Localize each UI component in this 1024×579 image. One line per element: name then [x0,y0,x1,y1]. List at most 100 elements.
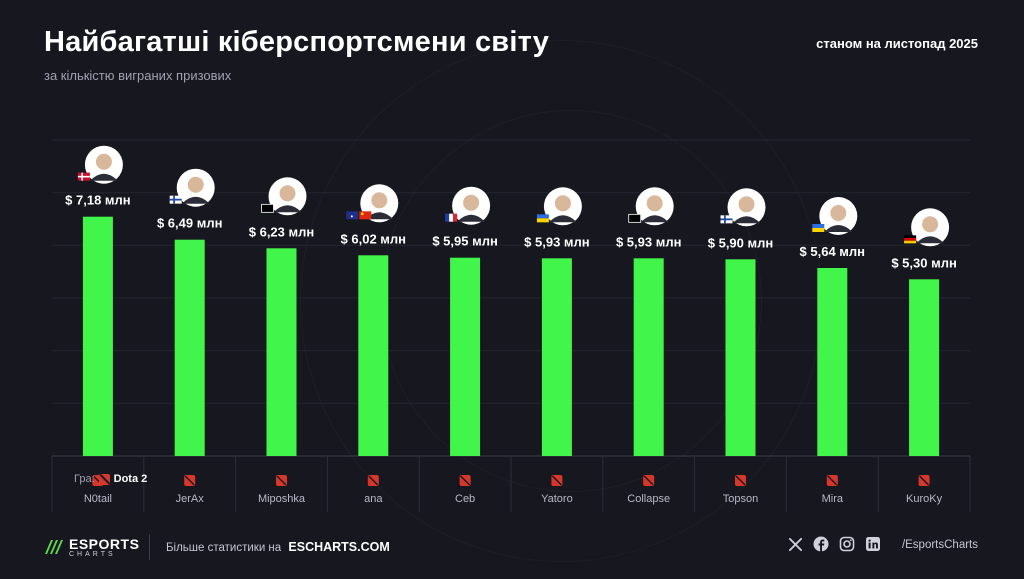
flag-cross-h [169,198,182,201]
player-name: N0tail [84,493,112,505]
facebook-icon[interactable] [813,536,829,552]
player-avatar-face [371,192,388,209]
site-link[interactable]: ESCHARTS.COM [288,540,390,554]
player-avatar-face [922,216,939,233]
footer: ESPORTS CHARTS Більше статистики на ESCH… [0,526,1024,566]
flag-cross-h [77,175,90,178]
bar [266,248,297,456]
bar [817,268,848,456]
date-note: станом на листопад 2025 [816,36,978,51]
player-name: ana [364,493,383,505]
player-avatar-body [916,236,945,244]
player-avatar-face [646,195,663,212]
player-avatar-body [89,173,118,181]
player-name: KuroKy [906,493,943,505]
value-label: $ 5,30 млн [891,255,956,270]
player-avatar-body [181,196,210,204]
player-avatar-body [273,205,302,213]
player-name: Miposhka [258,493,306,505]
dota2-icon-slash [735,475,746,486]
dota2-icon-slash [276,475,287,486]
flag-field [628,213,642,223]
flag-stripe [812,228,825,232]
player-avatar-body [732,216,761,224]
more-stats: Більше статистики на ESCHARTS.COM [166,540,390,554]
player-avatar-body [548,215,577,223]
game-prefix: Гра: [74,473,95,485]
bar-chart: $ 7,18 млн N0tail $ 6,49 млн JerAx $ 6,23 мл… [51,139,971,512]
flag-stripe [449,213,454,222]
game-label: Гра: Dota 2 [74,473,147,485]
dota2-icon-slash [643,475,654,486]
dota2-icon-slash [551,475,562,486]
dota2-icon-slash [827,475,838,486]
player-avatar-body [640,215,669,223]
flag-field [261,203,274,213]
player-avatar-body [824,225,853,232]
dota2-icon-slash [460,475,471,486]
flag-stripe [904,235,917,239]
esports-charts-logo-icon [45,540,63,554]
flag-stripe [536,214,549,219]
bar [633,258,664,456]
bar [82,216,113,456]
dota2-icon-slash [919,475,930,486]
linkedin-icon[interactable] [865,536,881,552]
bar [358,255,389,456]
value-label: $ 5,90 млн [708,235,773,250]
value-label: $ 5,95 млн [432,234,497,249]
instagram-icon[interactable] [839,536,855,552]
bar [450,257,481,456]
player-name: Mira [822,493,844,505]
page-subtitle: за кількістю виграних призових [44,68,232,83]
flag-stripe [904,238,917,241]
player-avatar-face [279,185,296,202]
esports-charts-logo[interactable]: ESPORTS CHARTS [42,536,139,558]
value-label: $ 5,64 млн [800,244,865,259]
social-handle[interactable]: /EsportsCharts [901,539,978,551]
bar [909,279,940,456]
player-avatar-face [554,195,571,212]
social-links [787,536,881,552]
x-icon[interactable] [787,536,803,552]
value-label: $ 5,93 млн [524,234,589,249]
bar [725,259,756,456]
player-avatar-face [187,176,204,193]
player-avatar-body [365,212,394,220]
flag-australia [346,211,359,220]
player-avatar-face [830,205,847,221]
player-avatar-face [95,153,112,170]
player-name: Ceb [455,493,475,505]
player-name: Collapse [627,493,670,505]
player-name: Topson [723,493,758,505]
player-avatar-face [738,196,755,213]
flag-stripe [812,224,825,228]
value-label: $ 6,23 млн [249,224,314,239]
dota2-icon [98,473,110,485]
bar [541,258,572,456]
flag-star [350,215,353,218]
flag-cross-h [720,218,733,221]
value-label: $ 7,18 млн [65,193,130,208]
logo-text-charts: CHARTS [69,550,116,558]
logo-text-esports: ESPORTS [69,535,140,552]
player-avatar-face [463,194,480,211]
flag-china [359,211,372,220]
dota2-icon-slash [184,475,195,486]
player-avatar-body [457,214,486,222]
player-name: Yatoro [541,493,573,505]
value-label: $ 5,93 млн [616,234,681,249]
flag-stripe [445,213,450,222]
flag-stripe [453,213,458,222]
flag-stripe [904,240,917,244]
player-name: JerAx [176,493,205,505]
flag-star [361,212,364,216]
page-title: Найбагатші кіберспортсмени світу [44,26,550,58]
dota2-icon-slash [368,475,379,486]
footer-divider [149,534,150,560]
game-name: Dota 2 [113,473,148,485]
value-label: $ 6,49 млн [157,216,222,231]
value-label: $ 6,02 млн [341,231,406,246]
bar [174,239,205,456]
more-stats-label: Більше статистики на [166,542,282,554]
